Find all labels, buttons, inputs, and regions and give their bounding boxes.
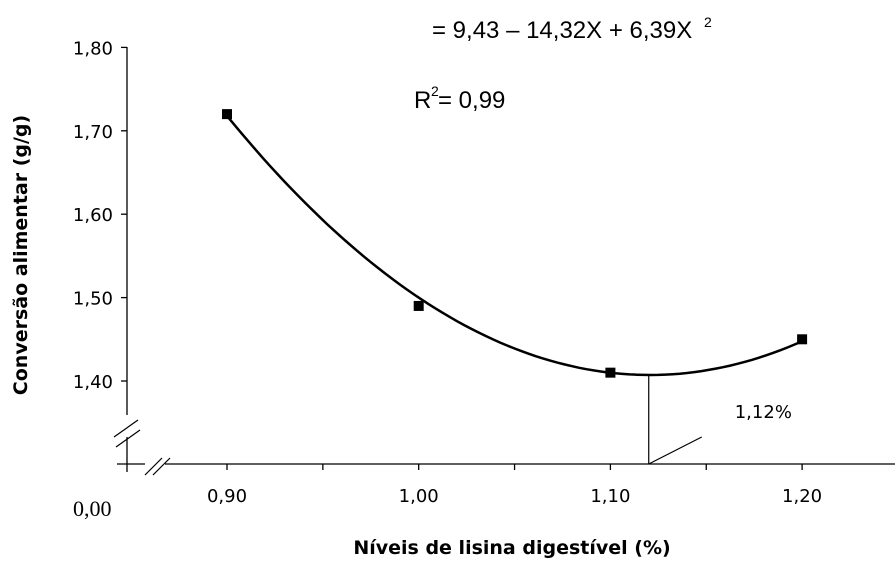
y-tick-label: 1,50 [73,289,113,310]
x-axis-break-mark-1 [144,457,163,476]
y-axis-break-mark-1 [113,419,139,438]
equation-exponent: 2 [704,14,712,30]
r-squared-value: = 0,99 [438,87,505,114]
x-axis-break-mark-2 [152,457,171,476]
r-squared-exponent: 2 [431,83,439,99]
x-tick-label: 1,10 [590,486,630,507]
fitted-curve [226,115,803,377]
x-tick-label: 1,20 [782,486,822,507]
y-axis: 1,40 1,50 1,60 1,70 1,80 Conversão alimentar… [10,38,141,472]
x-ticks: 0,90 1,00 1,10 1,20 [207,464,822,507]
y-tick-label: 1,40 [73,372,113,393]
y-axis-title: Conversão alimentar (g/g) [10,115,32,395]
data-point [222,109,232,120]
r-squared-annotation: R 2 = 0,99 [414,83,505,114]
optimum-pointer [648,436,703,465]
y-tick-label: 1,80 [73,38,113,59]
r-squared-prefix: R [414,87,431,114]
plot-area: 1,12% [222,109,808,465]
optimum-label: 1,12% [735,402,792,423]
origin-label: 0,00 [73,496,112,521]
equation-text: = 9,43 – 14,32X + 6,39X [432,17,692,44]
y-tick-label: 1,70 [73,122,113,143]
x-tick-label: 1,00 [399,486,439,507]
x-axis: 0,90 1,00 1,10 1,20 0,00 Níveis de lisina d… [73,457,895,559]
x-axis-title: Níveis de lisina digestível (%) [353,537,670,559]
data-point [413,300,424,311]
y-axis-break-mark-2 [115,429,141,448]
equation-annotation: = 9,43 – 14,32X + 6,39X 2 [432,14,712,44]
data-point [605,367,616,378]
data-point [797,334,808,345]
x-tick-label: 0,90 [207,486,247,507]
y-tick-label: 1,60 [73,205,113,226]
y-ticks: 1,40 1,50 1,60 1,70 1,80 [73,38,127,393]
